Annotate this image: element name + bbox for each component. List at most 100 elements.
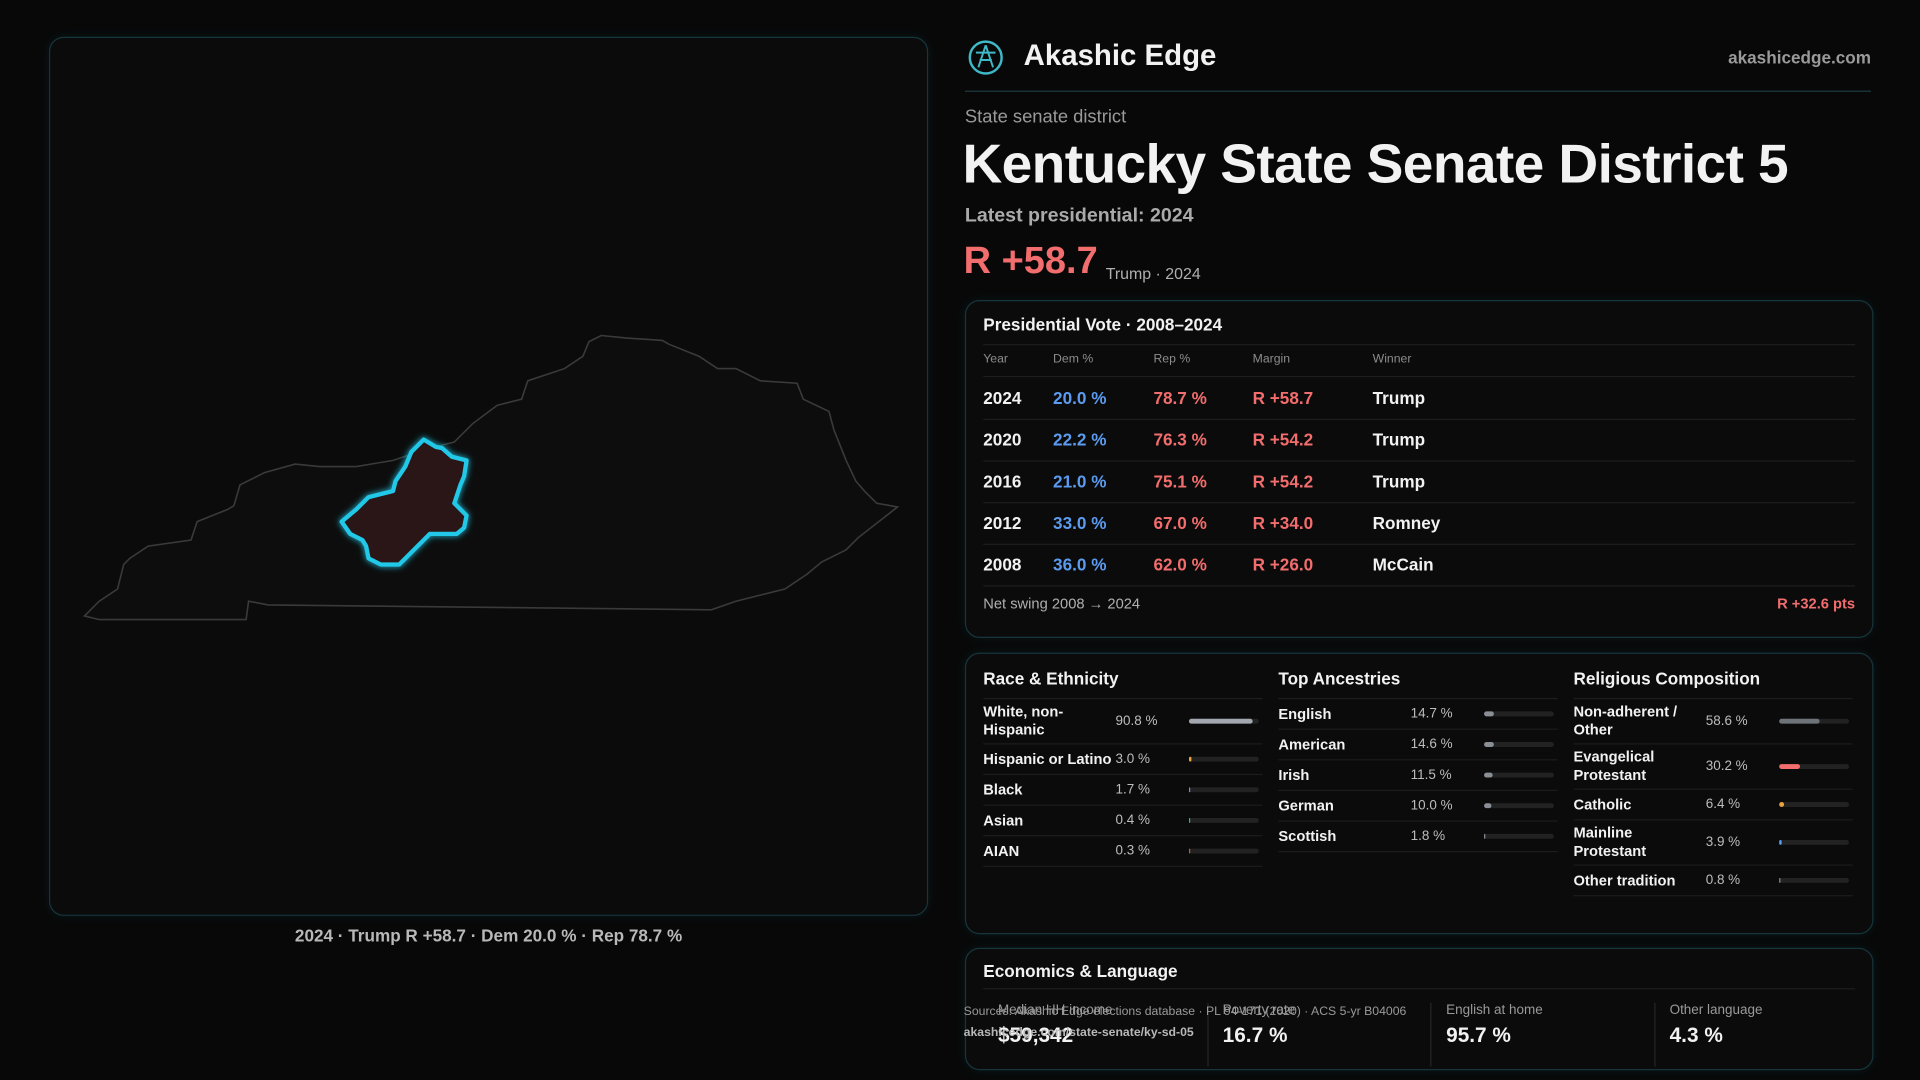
margin-note: Trump · 2024	[1105, 264, 1201, 283]
table-row: 2024 20.0 % 78.7 % R +58.7 Trump	[983, 377, 1856, 420]
demographic-row: Black 1.7 %	[983, 775, 1263, 806]
metric: English at home 95.7 %	[1430, 1002, 1654, 1067]
header-rule	[964, 90, 1872, 92]
table-row: 2016 21.0 % 75.1 % R +54.2 Trump	[983, 460, 1856, 504]
swing-label: Net swing 2008 → 2024	[983, 595, 1141, 613]
eyebrow: State senate district	[964, 106, 1127, 128]
demographic-row: Evangelical Protestant 30.2 %	[1573, 744, 1853, 790]
table-cell: 22.2 %	[1053, 429, 1107, 450]
column-header: Rep %	[1153, 352, 1191, 367]
row-label: Catholic	[1573, 795, 1632, 813]
demographic-column: Race & Ethnicity White, non-Hispanic 90.8 …	[983, 666, 1263, 867]
economics-panel: Economics & Language Median HH income $59…	[964, 947, 1874, 1071]
site-link[interactable]: akashicedge.com	[1728, 47, 1872, 68]
demographic-row: Catholic 6.4 %	[1573, 790, 1853, 821]
row-value: 0.4 %	[1115, 813, 1150, 828]
table-cell: 2016	[983, 471, 1022, 492]
table-row: 2008 36.0 % 62.0 % R +26.0 McCain	[983, 544, 1856, 587]
table-cell: 2008	[983, 554, 1022, 575]
metric-label: Poverty rate	[1222, 1002, 1296, 1018]
state-outline	[82, 334, 900, 621]
brand: Akashic Edge	[1023, 39, 1217, 73]
row-label: Black	[983, 780, 1023, 798]
bar	[1188, 787, 1191, 793]
table-cell: Trump	[1372, 429, 1426, 450]
bar	[1779, 840, 1782, 845]
row-label: Scottish	[1278, 827, 1337, 845]
demographic-row: AIAN 0.3 %	[983, 836, 1263, 867]
metric-value: 16.7 %	[1222, 1023, 1288, 1047]
table-cell: 2012	[983, 513, 1022, 533]
bar	[1779, 802, 1784, 807]
row-label: AIAN	[983, 841, 1020, 859]
table-cell: R +58.7	[1252, 388, 1314, 408]
presidential-panel: Presidential Vote · 2008–2024 Net swing …	[964, 300, 1874, 638]
demographic-row: German 10.0 %	[1278, 791, 1558, 822]
row-value: 0.3 %	[1115, 843, 1150, 859]
table-cell: 75.1 %	[1153, 471, 1207, 492]
table-cell: 21.0 %	[1053, 471, 1107, 492]
table-cell: Trump	[1372, 388, 1426, 408]
metric: Poverty rate 16.7 %	[1206, 1002, 1431, 1067]
bar-track	[1188, 817, 1259, 823]
row-value: 1.8 %	[1410, 828, 1446, 844]
bar-track	[1779, 802, 1849, 807]
table-cell: 62.0 %	[1153, 554, 1207, 575]
metric-label: Median HH income	[997, 1002, 1113, 1018]
section-title: Top Ancestries	[1278, 666, 1558, 700]
metric-value: $59,342	[997, 1023, 1074, 1047]
demographic-row: English 14.7 %	[1278, 699, 1558, 730]
map-caption: 2024 · Trump R +58.7 · Dem 20.0 % · Rep …	[294, 925, 683, 946]
table-cell: R +34.0	[1252, 513, 1314, 533]
row-value: 6.4 %	[1705, 797, 1741, 812]
district-shape	[339, 437, 469, 567]
row-label: Mainline Protestant	[1573, 824, 1647, 860]
demographic-row: Other tradition 0.8 %	[1573, 866, 1853, 897]
bar	[1779, 764, 1801, 769]
demographic-row: Irish 11.5 %	[1278, 760, 1558, 792]
row-label: Irish	[1278, 765, 1310, 784]
map	[82, 334, 900, 621]
panel-title: Presidential Vote · 2008–2024	[983, 314, 1223, 335]
margin: R +58.7	[963, 238, 1098, 282]
row-value: 30.2 %	[1705, 759, 1748, 774]
column-header: Dem %	[1053, 352, 1094, 367]
bar-track	[1484, 803, 1554, 809]
table-cell: 67.0 %	[1153, 513, 1207, 533]
table-cell: 78.7 %	[1153, 388, 1207, 408]
table-cell: R +54.2	[1252, 471, 1314, 492]
map-panel	[48, 36, 929, 916]
bar-track	[1779, 718, 1849, 724]
bar-track	[1779, 764, 1849, 769]
bar-track	[1188, 848, 1259, 854]
row-label: American	[1278, 735, 1346, 753]
row-value: 14.7 %	[1410, 706, 1453, 722]
bar-track	[1779, 877, 1849, 883]
bar-track	[1188, 756, 1259, 762]
section-title: Race & Ethnicity	[983, 666, 1263, 700]
table-cell: R +54.2	[1252, 429, 1314, 450]
row-label: Hispanic or Latino	[983, 750, 1112, 768]
table-cell: 36.0 %	[1053, 554, 1107, 575]
row-label: Non-adherent / Other	[1573, 702, 1678, 739]
row-label: White, non-Hispanic	[983, 702, 1064, 739]
demographic-column: Top Ancestries English 14.7 % American 14.6 …	[1278, 666, 1558, 853]
column-header: Winner	[1372, 352, 1412, 367]
demographic-column: Religious Composition Non-adherent / Othe…	[1573, 666, 1853, 897]
bar-track	[1484, 742, 1554, 747]
logo	[968, 40, 1003, 75]
panel-title: Economics & Language	[983, 961, 1178, 981]
bar	[1484, 803, 1492, 809]
source-url[interactable]: akashicedge.com/state-senate/ky-sd-05	[963, 1026, 1194, 1040]
column-header: Year	[983, 352, 1009, 367]
metric-label: Other language	[1669, 1002, 1763, 1018]
row-value: 1.7 %	[1115, 782, 1150, 798]
metric-label: English at home	[1446, 1002, 1543, 1018]
row-label: English	[1278, 704, 1332, 722]
metric: Other language 4.3 %	[1653, 1002, 1878, 1067]
bar	[1484, 742, 1495, 747]
demographic-row: White, non-Hispanic 90.8 %	[983, 699, 1263, 745]
